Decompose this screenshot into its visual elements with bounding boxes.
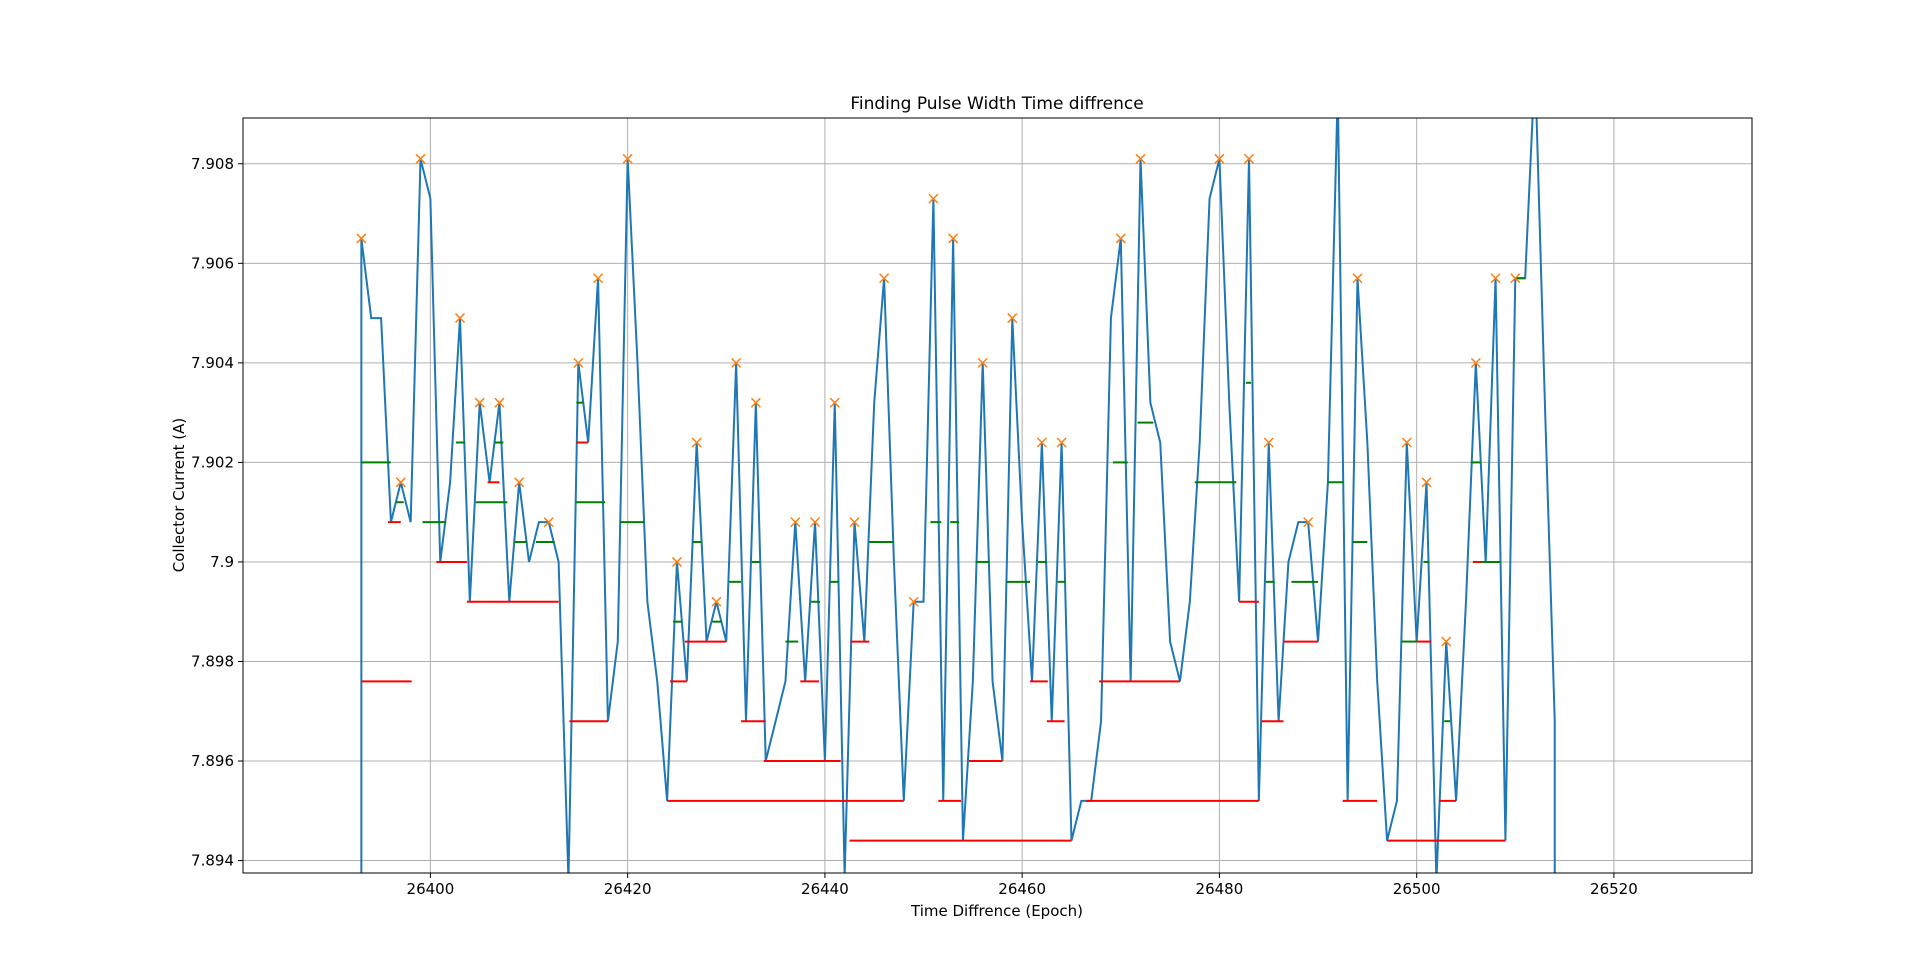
x-tick-label: 26420: [604, 880, 652, 898]
x-tick-label: 26480: [1196, 880, 1244, 898]
peak-marker: [711, 596, 722, 607]
peak-marker: [948, 233, 959, 244]
x-tick-label: 26440: [801, 880, 849, 898]
chart-title: Finding Pulse Width Time diffrence: [850, 94, 1143, 114]
peak-marker: [1243, 153, 1255, 164]
peak-marker: [1352, 273, 1363, 284]
peak-marker: [750, 397, 761, 408]
y-tick-label: 7.894: [191, 852, 234, 870]
peak-marker: [543, 517, 554, 528]
x-tick-label: 26460: [998, 880, 1046, 898]
y-tick-label: 7.908: [191, 155, 234, 173]
peak-marker: [1490, 273, 1501, 284]
peak-marker: [810, 517, 821, 528]
x-tick-label: 26400: [407, 880, 455, 898]
peak-marker: [908, 596, 919, 607]
peak-marker: [454, 313, 466, 324]
peak-marker: [415, 153, 426, 164]
peak-marker: [928, 193, 939, 204]
peak-marker: [622, 153, 633, 164]
peak-marker: [514, 477, 525, 488]
y-tick-label: 7.898: [191, 652, 234, 670]
peak-marker: [671, 556, 682, 567]
peak-marker: [494, 397, 505, 408]
peak-marker: [1214, 153, 1225, 164]
peak-marker: [849, 517, 860, 528]
peak-marker: [1470, 357, 1481, 368]
peak-marker: [1007, 313, 1018, 324]
peak-marker: [1135, 153, 1146, 164]
x-tick-label: 26520: [1590, 880, 1638, 898]
axes: 26400 26420 26440 26460 26480 26500 26520 7.894…: [191, 117, 1753, 898]
data-line: [360, 118, 1556, 873]
peak-marker: [829, 397, 840, 408]
peak-marker: [1441, 636, 1452, 647]
y-axis-label: Collector Current (A): [170, 418, 188, 573]
peak-marker: [356, 233, 367, 244]
peak-marker: [879, 273, 890, 284]
peak-marker: [691, 437, 702, 448]
y-tick-label: 7.904: [191, 354, 234, 372]
peak-marker: [1056, 437, 1067, 448]
peak-marker: [1036, 437, 1047, 448]
y-tick-label: 7.906: [191, 254, 234, 272]
x-axis-label: Time Diffrence (Epoch): [910, 902, 1083, 920]
peak-marker: [593, 273, 604, 284]
plot-area: [356, 118, 1556, 873]
peak-marker: [1510, 273, 1521, 284]
grid: [243, 118, 1752, 873]
peak-marker: [395, 477, 406, 488]
peak-marker: [1115, 233, 1126, 244]
peak-marker: [1263, 437, 1274, 448]
y-tick-label: 7.902: [191, 453, 234, 471]
peak-marker: [1303, 517, 1314, 528]
y-tick-label: 7.9: [210, 553, 234, 571]
peak-marker: [1401, 437, 1412, 448]
axes-frame: [242, 117, 1753, 874]
peak-marker: [977, 357, 988, 368]
peak-marker: [573, 357, 584, 368]
x-tick-label: 26500: [1393, 880, 1441, 898]
peak-marker: [1421, 477, 1432, 488]
peak-marker: [790, 517, 801, 528]
y-tick-label: 7.896: [191, 752, 234, 770]
peak-marker: [474, 397, 485, 408]
peak-marker: [731, 357, 742, 368]
